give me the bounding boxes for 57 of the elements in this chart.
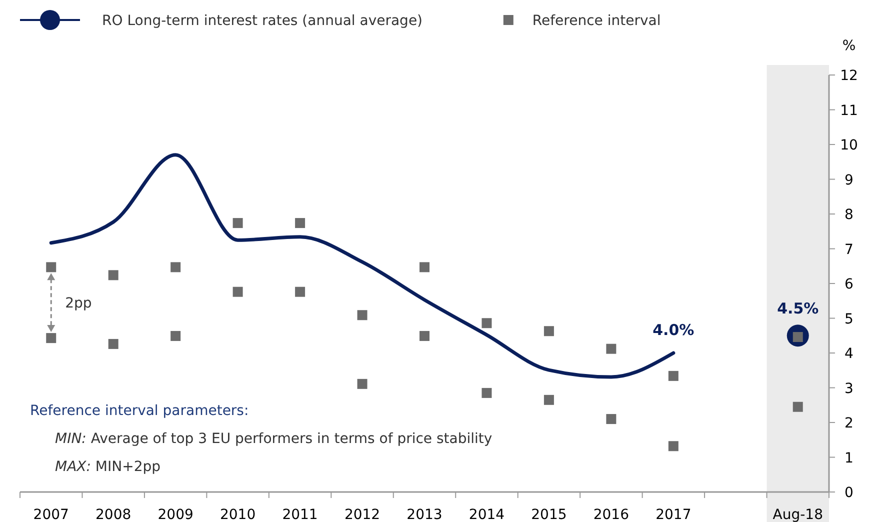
y-tick-label: 10 (840, 138, 858, 154)
point (668, 441, 678, 452)
x-tick-label: 2007 (33, 507, 69, 522)
point (170, 330, 181, 341)
point (170, 262, 181, 272)
legend-label: RO Long-term interest rates (annual average) (102, 13, 423, 29)
y-tick-label: 4 (844, 346, 854, 362)
point (108, 270, 118, 280)
annotation: Reference interval parameters: (30, 403, 249, 419)
x-tick-label: 2011 (282, 507, 318, 522)
point (668, 370, 678, 381)
data-label: 4.0% (652, 321, 694, 339)
x-tick-label: 2008 (96, 507, 132, 522)
legend-label: Reference interval (532, 13, 661, 29)
y-tick-label: 1 (844, 450, 854, 466)
point (46, 262, 56, 272)
x-tick-label: 2015 (531, 507, 567, 522)
point (46, 333, 56, 344)
annotation: 2pp (65, 296, 92, 312)
y-tick-label: 9 (844, 172, 854, 188)
x-tick-label: 2012 (344, 507, 380, 522)
point (357, 310, 368, 320)
y-tick-label: 6 (844, 276, 854, 292)
y-tick-label: 5 (844, 311, 854, 328)
point (420, 262, 430, 272)
point (357, 378, 368, 389)
point (420, 330, 430, 341)
point (232, 286, 243, 297)
point (792, 402, 803, 412)
y-tick-label: 8 (844, 207, 854, 223)
point (482, 318, 492, 328)
x-tick-label: 2016 (593, 507, 630, 522)
y-tick-label: 3 (844, 380, 854, 397)
x-tick-label: Aug-18 (772, 507, 823, 522)
annotation: MAX: MIN+2pp (55, 459, 161, 475)
y-tick-label: 12 (840, 68, 858, 84)
y-tick-label: 11 (840, 102, 858, 119)
data-label: 4.5% (777, 300, 819, 318)
point (232, 218, 243, 228)
point (295, 286, 306, 297)
x-tick-label: 2014 (468, 507, 505, 522)
annotation: MIN: Average of top 3 EU performers in terms of price stability (55, 431, 492, 447)
x-tick-label: 2009 (158, 507, 194, 522)
x-tick-label: 2010 (220, 507, 256, 522)
y-tick-label: 0 (844, 485, 854, 501)
point (606, 414, 616, 424)
point (295, 218, 306, 228)
point (108, 338, 118, 349)
point (482, 388, 492, 398)
x-tick-label: 2013 (406, 507, 442, 522)
y-tick-label: 7 (844, 242, 854, 258)
x-tick-label: 2017 (656, 507, 692, 522)
point (544, 394, 554, 405)
point (606, 344, 616, 354)
y-tick-label: 2 (844, 416, 854, 432)
y-axis-title: % (842, 38, 856, 54)
point (544, 326, 554, 336)
